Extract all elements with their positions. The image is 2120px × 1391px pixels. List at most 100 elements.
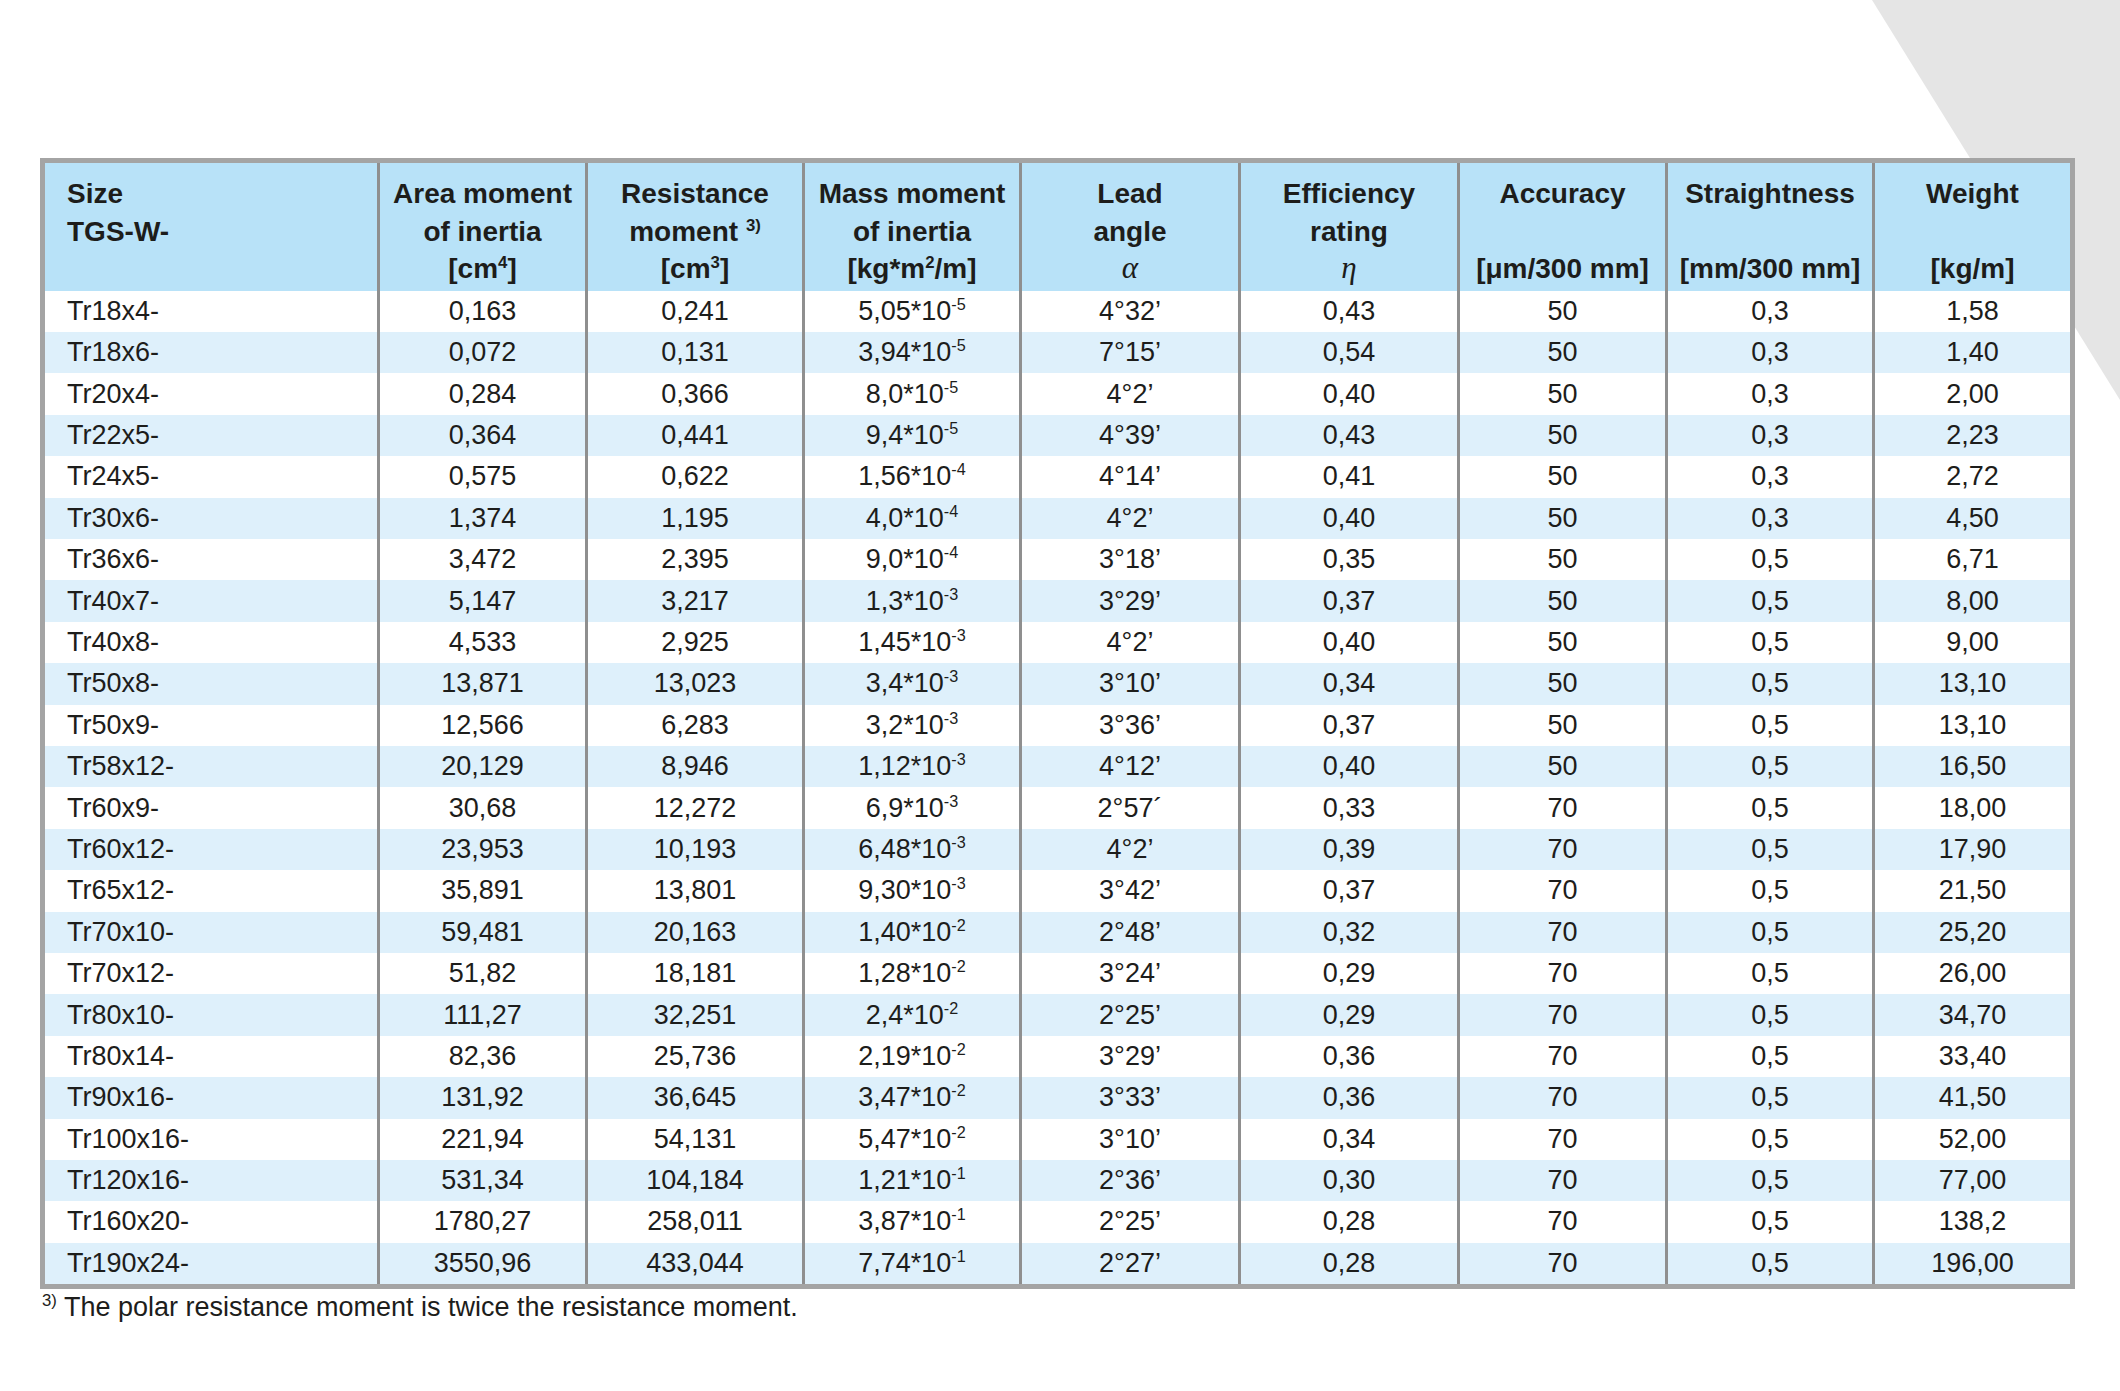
cell-straightness: 0,5 (1667, 953, 1874, 994)
cell-efficiency: 0,34 (1240, 1119, 1459, 1160)
cell-lead-angle: 2°27’ (1021, 1243, 1240, 1287)
table-row: Tr190x24-3550,96433,0447,74*10-12°27’0,2… (43, 1243, 2073, 1287)
cell-mass-moment: 1,56*10-4 (804, 456, 1021, 497)
cell-mass-moment: 3,94*10-5 (804, 332, 1021, 373)
cell-resistance-moment: 0,366 (587, 373, 804, 414)
cell-size: Tr50x9- (43, 705, 379, 746)
table-row: Tr36x6-3,4722,3959,0*10-43°18’0,35500,56… (43, 539, 2073, 580)
header-line: of inertia (807, 213, 1017, 251)
cell-straightness: 0,3 (1667, 332, 1874, 373)
cell-accuracy: 50 (1459, 663, 1667, 704)
cell-resistance-moment: 36,645 (587, 1077, 804, 1118)
table-row: Tr80x14-82,3625,7362,19*10-23°29’0,36700… (43, 1036, 2073, 1077)
cell-efficiency: 0,33 (1240, 787, 1459, 828)
cell-accuracy: 50 (1459, 291, 1667, 332)
cell-mass-moment: 9,0*10-4 (804, 539, 1021, 580)
header-line: rating (1243, 213, 1455, 251)
cell-lead-angle: 7°15’ (1021, 332, 1240, 373)
cell-resistance-moment: 3,217 (587, 580, 804, 621)
cell-size: Tr90x16- (43, 1077, 379, 1118)
header-unit: [cm3] (590, 254, 800, 285)
cell-resistance-moment: 258,011 (587, 1201, 804, 1242)
cell-straightness: 0,5 (1667, 829, 1874, 870)
cell-area-moment: 30,68 (379, 787, 587, 828)
cell-area-moment: 59,481 (379, 912, 587, 953)
cell-area-moment: 0,364 (379, 415, 587, 456)
cell-accuracy: 50 (1459, 415, 1667, 456)
cell-resistance-moment: 20,163 (587, 912, 804, 953)
cell-weight: 6,71 (1874, 539, 2073, 580)
cell-accuracy: 70 (1459, 994, 1667, 1035)
cell-lead-angle: 2°25’ (1021, 1201, 1240, 1242)
cell-mass-moment: 1,40*10-2 (804, 912, 1021, 953)
cell-accuracy: 50 (1459, 705, 1667, 746)
cell-lead-angle: 3°10’ (1021, 663, 1240, 704)
cell-resistance-moment: 0,622 (587, 456, 804, 497)
table-row: Tr80x10-111,2732,2512,4*10-22°25’0,29700… (43, 994, 2073, 1035)
footnote: 3) The polar resistance moment is twice … (42, 1292, 798, 1323)
cell-straightness: 0,5 (1667, 622, 1874, 663)
cell-resistance-moment: 18,181 (587, 953, 804, 994)
cell-area-moment: 5,147 (379, 580, 587, 621)
cell-efficiency: 0,32 (1240, 912, 1459, 953)
cell-resistance-moment: 433,044 (587, 1243, 804, 1287)
cell-lead-angle: 2°25’ (1021, 994, 1240, 1035)
table-row: Tr18x6-0,0720,1313,94*10-57°15’0,54500,3… (43, 332, 2073, 373)
cell-mass-moment: 1,3*10-3 (804, 580, 1021, 621)
cell-mass-moment: 4,0*10-4 (804, 498, 1021, 539)
cell-size: Tr60x9- (43, 787, 379, 828)
cell-accuracy: 70 (1459, 1119, 1667, 1160)
cell-resistance-moment: 0,131 (587, 332, 804, 373)
cell-mass-moment: 7,74*10-1 (804, 1243, 1021, 1287)
cell-area-moment: 0,163 (379, 291, 587, 332)
cell-size: Tr40x8- (43, 622, 379, 663)
table-row: Tr22x5-0,3640,4419,4*10-54°39’0,43500,32… (43, 415, 2073, 456)
cell-straightness: 0,5 (1667, 1119, 1874, 1160)
cell-area-moment: 4,533 (379, 622, 587, 663)
cell-area-moment: 0,575 (379, 456, 587, 497)
cell-straightness: 0,3 (1667, 373, 1874, 414)
header-unit: [kg/m] (1877, 254, 2068, 285)
cell-size: Tr190x24- (43, 1243, 379, 1287)
cell-mass-moment: 1,28*10-2 (804, 953, 1021, 994)
cell-resistance-moment: 13,801 (587, 870, 804, 911)
cell-straightness: 0,3 (1667, 456, 1874, 497)
cell-efficiency: 0,40 (1240, 498, 1459, 539)
cell-lead-angle: 2°36’ (1021, 1160, 1240, 1201)
cell-accuracy: 50 (1459, 539, 1667, 580)
cell-weight: 8,00 (1874, 580, 2073, 621)
cell-lead-angle: 2°48’ (1021, 912, 1240, 953)
cell-weight: 13,10 (1874, 663, 2073, 704)
cell-mass-moment: 5,05*10-5 (804, 291, 1021, 332)
cell-accuracy: 70 (1459, 953, 1667, 994)
header-row: SizeTGS-W-Area momentof inertia[cm4]Resi… (43, 161, 2073, 291)
cell-size: Tr36x6- (43, 539, 379, 580)
table-row: Tr120x16-531,34104,1841,21*10-12°36’0,30… (43, 1160, 2073, 1201)
cell-efficiency: 0,35 (1240, 539, 1459, 580)
table-row: Tr70x10-59,48120,1631,40*10-22°48’0,3270… (43, 912, 2073, 953)
cell-weight: 21,50 (1874, 870, 2073, 911)
cell-straightness: 0,5 (1667, 1243, 1874, 1287)
cell-straightness: 0,5 (1667, 912, 1874, 953)
cell-mass-moment: 9,30*10-3 (804, 870, 1021, 911)
cell-size: Tr24x5- (43, 456, 379, 497)
cell-straightness: 0,5 (1667, 870, 1874, 911)
cell-straightness: 0,5 (1667, 580, 1874, 621)
header-line: Lead (1024, 175, 1236, 213)
cell-size: Tr80x10- (43, 994, 379, 1035)
cell-lead-angle: 3°18’ (1021, 539, 1240, 580)
header-line: angle (1024, 213, 1236, 251)
header-line: Accuracy (1462, 175, 1663, 213)
cell-size: Tr65x12- (43, 870, 379, 911)
header-line: TGS-W- (67, 213, 169, 251)
header-line: of inertia (382, 213, 583, 251)
cell-weight: 34,70 (1874, 994, 2073, 1035)
cell-size: Tr80x14- (43, 1036, 379, 1077)
cell-lead-angle: 4°12’ (1021, 746, 1240, 787)
cell-resistance-moment: 32,251 (587, 994, 804, 1035)
cell-size: Tr120x16- (43, 1160, 379, 1201)
cell-resistance-moment: 6,283 (587, 705, 804, 746)
cell-resistance-moment: 10,193 (587, 829, 804, 870)
cell-lead-angle: 2°57´ (1021, 787, 1240, 828)
cell-weight: 138,2 (1874, 1201, 2073, 1242)
